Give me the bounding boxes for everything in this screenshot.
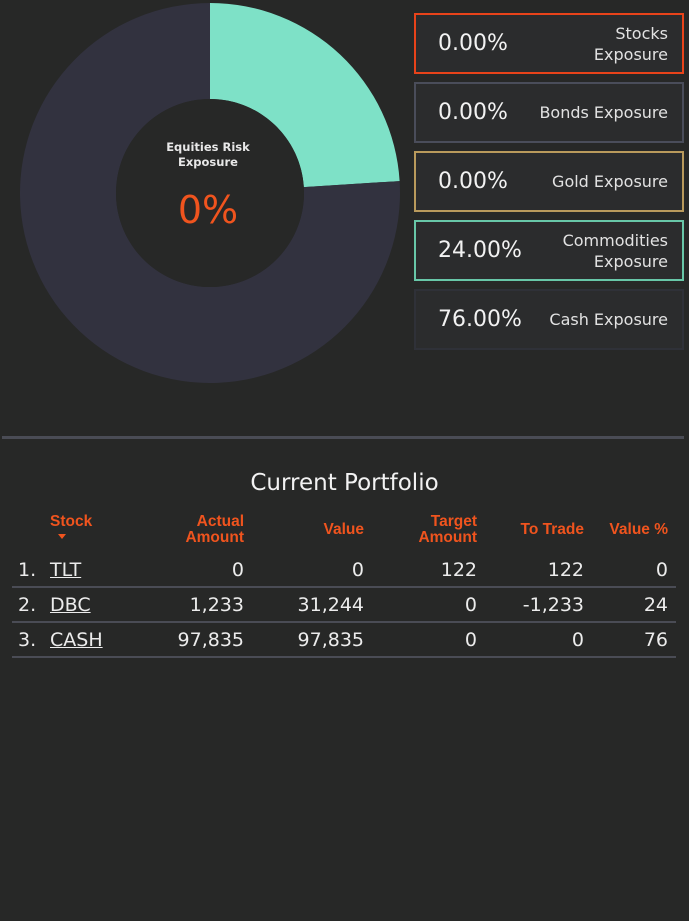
donut-center-value: 0% <box>177 188 239 232</box>
exposure-label: Gold Exposure <box>552 172 668 191</box>
to-trade-cell: -1,233 <box>522 594 584 616</box>
gold-exposure-card: 0.00% Gold Exposure <box>414 151 684 212</box>
exposure-label: Commodities Exposure <box>562 230 668 271</box>
header-line: Amount <box>185 529 244 546</box>
exposure-label: Cash Exposure <box>549 310 668 329</box>
value-pct-cell: 0 <box>655 559 668 581</box>
table-row: 2. DBC 1,233 31,244 0 -1,233 24 <box>12 587 676 623</box>
value-cell: 97,835 <box>297 629 364 651</box>
column-header-to-trade[interactable]: To Trade <box>520 521 584 538</box>
to-trade-cell: 0 <box>571 629 584 651</box>
equities-donut-chart <box>20 3 401 383</box>
actual-amount-cell: 1,233 <box>189 594 244 616</box>
column-header-value-pct[interactable]: Value % <box>609 521 668 538</box>
header-line: Amount <box>418 529 477 546</box>
actual-amount-cell: 0 <box>231 559 244 581</box>
stock-link[interactable]: TLT <box>50 559 82 581</box>
exposure-value: 0.00% <box>438 169 508 194</box>
sort-descending-icon <box>58 534 66 539</box>
row-index: 2. <box>18 594 37 616</box>
target-amount-cell: 0 <box>464 629 477 651</box>
table-row: 1. TLT 0 0 122 122 0 <box>12 552 676 588</box>
stock-link[interactable]: DBC <box>50 594 91 616</box>
exposure-label: Bonds Exposure <box>539 103 668 122</box>
stock-link[interactable]: CASH <box>50 629 103 651</box>
column-header-target-amount[interactable]: Target Amount <box>377 514 477 546</box>
value-pct-cell: 24 <box>643 594 668 616</box>
donut-slice-0 <box>210 3 400 188</box>
donut-center-title: Equities Risk Exposure <box>166 140 250 169</box>
bonds-exposure-card: 0.00% Bonds Exposure <box>414 82 684 143</box>
exposure-value: 0.00% <box>438 100 508 125</box>
header-line: Target <box>430 513 477 530</box>
actual-amount-cell: 97,835 <box>177 629 244 651</box>
row-index: 3. <box>18 629 37 651</box>
value-cell: 31,244 <box>297 594 364 616</box>
exposure-label: Stocks Exposure <box>593 23 668 64</box>
column-header-actual-amount[interactable]: Actual Amount <box>144 514 244 546</box>
exposure-value: 0.00% <box>438 31 508 56</box>
table-row: 3. CASH 97,835 97,835 0 0 76 <box>12 622 676 658</box>
to-trade-cell: 122 <box>547 559 584 581</box>
portfolio-title: Current Portfolio <box>250 470 439 496</box>
target-amount-cell: 0 <box>464 594 477 616</box>
exposure-value: 24.00% <box>438 238 522 263</box>
value-cell: 0 <box>351 559 364 581</box>
target-amount-cell: 122 <box>440 559 477 581</box>
cash-exposure-card: 76.00% Cash Exposure <box>414 289 684 350</box>
donut-slice-1 <box>20 3 401 383</box>
value-pct-cell: 76 <box>643 629 668 651</box>
stocks-exposure-card: 0.00% Stocks Exposure <box>414 13 684 74</box>
exposure-value: 76.00% <box>438 307 522 332</box>
commodities-exposure-card: 24.00% Commodities Exposure <box>414 220 684 281</box>
row-index: 1. <box>18 559 37 581</box>
section-divider <box>2 436 684 439</box>
column-header-stock[interactable]: Stock <box>50 513 93 530</box>
header-line: Actual <box>196 513 244 530</box>
donut-hole <box>116 99 304 287</box>
column-header-value[interactable]: Value <box>323 521 365 538</box>
